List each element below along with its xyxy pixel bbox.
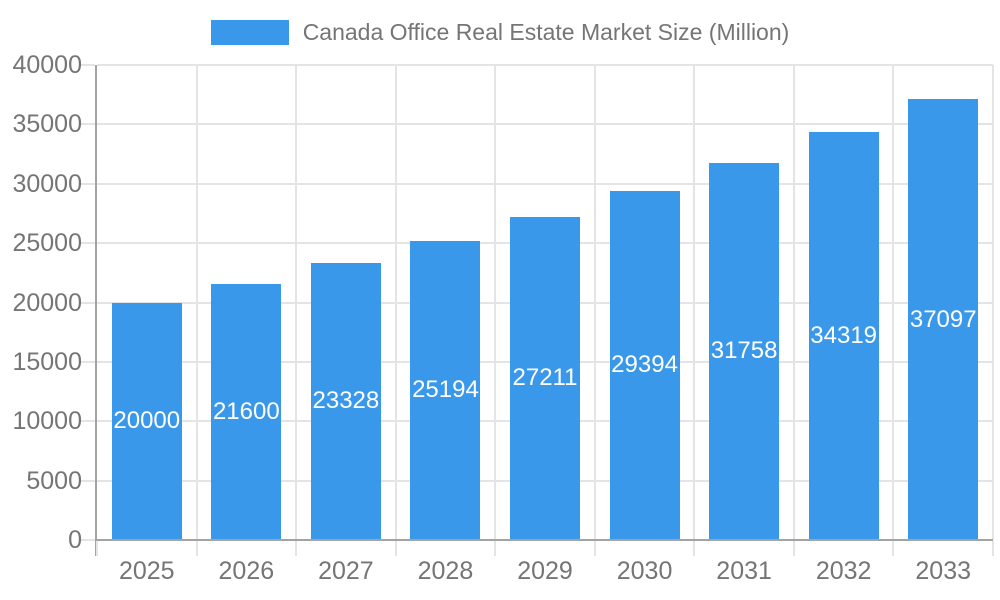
bar[interactable]: 31758 (709, 162, 780, 540)
x-axis-line (97, 539, 993, 541)
bar[interactable]: 29394 (609, 190, 680, 540)
y-axis-tick (81, 242, 95, 245)
x-axis-label: 2028 (417, 557, 474, 585)
bar-value-label: 27211 (512, 364, 578, 392)
gridline-vertical (394, 65, 397, 540)
y-axis-tick (81, 182, 95, 185)
gridline-vertical (593, 65, 596, 540)
x-axis-tick (892, 541, 895, 556)
y-axis-tick (81, 123, 95, 126)
y-axis-tick (81, 420, 95, 423)
gridline-horizontal (97, 123, 993, 126)
x-axis-tick (693, 541, 696, 556)
y-axis-label: 40000 (12, 51, 82, 79)
x-axis-label: 2030 (616, 557, 673, 585)
x-axis-label: 2027 (318, 557, 374, 585)
x-axis-label: 2026 (218, 557, 275, 585)
bar[interactable]: 25194 (410, 240, 481, 540)
x-axis-tick (96, 541, 98, 556)
bar-value-label: 34319 (810, 322, 878, 350)
x-axis-label: 2032 (815, 557, 872, 585)
legend-label[interactable]: Canada Office Real Estate Market Size (M… (302, 18, 790, 45)
gridline-vertical (693, 65, 696, 540)
bar-value-label: 29394 (611, 351, 678, 379)
x-axis-label: 2033 (915, 557, 972, 585)
y-axis-tick (81, 539, 95, 541)
x-axis-tick (494, 541, 497, 556)
y-axis-tick (81, 360, 95, 363)
x-axis-label: 2029 (517, 557, 573, 585)
gridline-vertical (892, 65, 895, 540)
y-axis-line (95, 65, 97, 556)
bar[interactable]: 21600 (211, 283, 282, 540)
y-axis-label: 0 (68, 526, 82, 554)
bar[interactable]: 23328 (310, 262, 381, 540)
gridline-vertical (992, 65, 994, 540)
y-axis-label: 20000 (12, 288, 82, 317)
legend-swatch[interactable] (210, 19, 289, 45)
bar-value-label: 23328 (312, 387, 380, 415)
bar-value-label: 20000 (113, 407, 181, 435)
y-axis-label: 35000 (12, 110, 82, 139)
bar[interactable]: 20000 (111, 302, 182, 540)
y-axis-label: 5000 (26, 466, 82, 495)
x-axis-tick (295, 541, 298, 556)
bar[interactable]: 37097 (908, 99, 979, 540)
plot-area: 20000 21600 23328 25194 27211 29394 31758 34319… (97, 64, 994, 540)
x-axis-tick (394, 541, 397, 556)
legend[interactable]: Canada Office Real Estate Market Size (M… (0, 10, 1000, 54)
bar-value-label: 25194 (412, 376, 479, 404)
x-axis-label: 2025 (118, 557, 175, 585)
bar-value-label: 31758 (710, 337, 778, 365)
x-axis-tick (593, 541, 596, 556)
x-axis-tick (195, 541, 198, 556)
gridline-vertical (195, 65, 198, 540)
bar-value-label: 21600 (212, 397, 280, 425)
gridline-horizontal (97, 64, 993, 66)
y-axis-label: 25000 (12, 229, 82, 258)
y-axis-tick (81, 301, 95, 304)
y-axis-tick (81, 64, 95, 66)
bar-value-label: 37097 (909, 305, 977, 333)
bar[interactable]: 34319 (808, 132, 879, 540)
x-axis-tick (992, 541, 994, 556)
x-axis-tick (792, 541, 795, 556)
y-axis-label: 10000 (12, 407, 82, 436)
y-axis-tick (81, 479, 95, 482)
bar[interactable]: 27211 (510, 216, 580, 540)
gridline-vertical (295, 65, 298, 540)
y-axis-label: 15000 (12, 347, 82, 376)
gridline-horizontal (97, 182, 993, 185)
gridline-vertical (494, 65, 497, 540)
x-axis-label: 2031 (716, 557, 772, 585)
y-axis-label: 30000 (12, 169, 82, 198)
gridline-vertical (792, 65, 795, 540)
